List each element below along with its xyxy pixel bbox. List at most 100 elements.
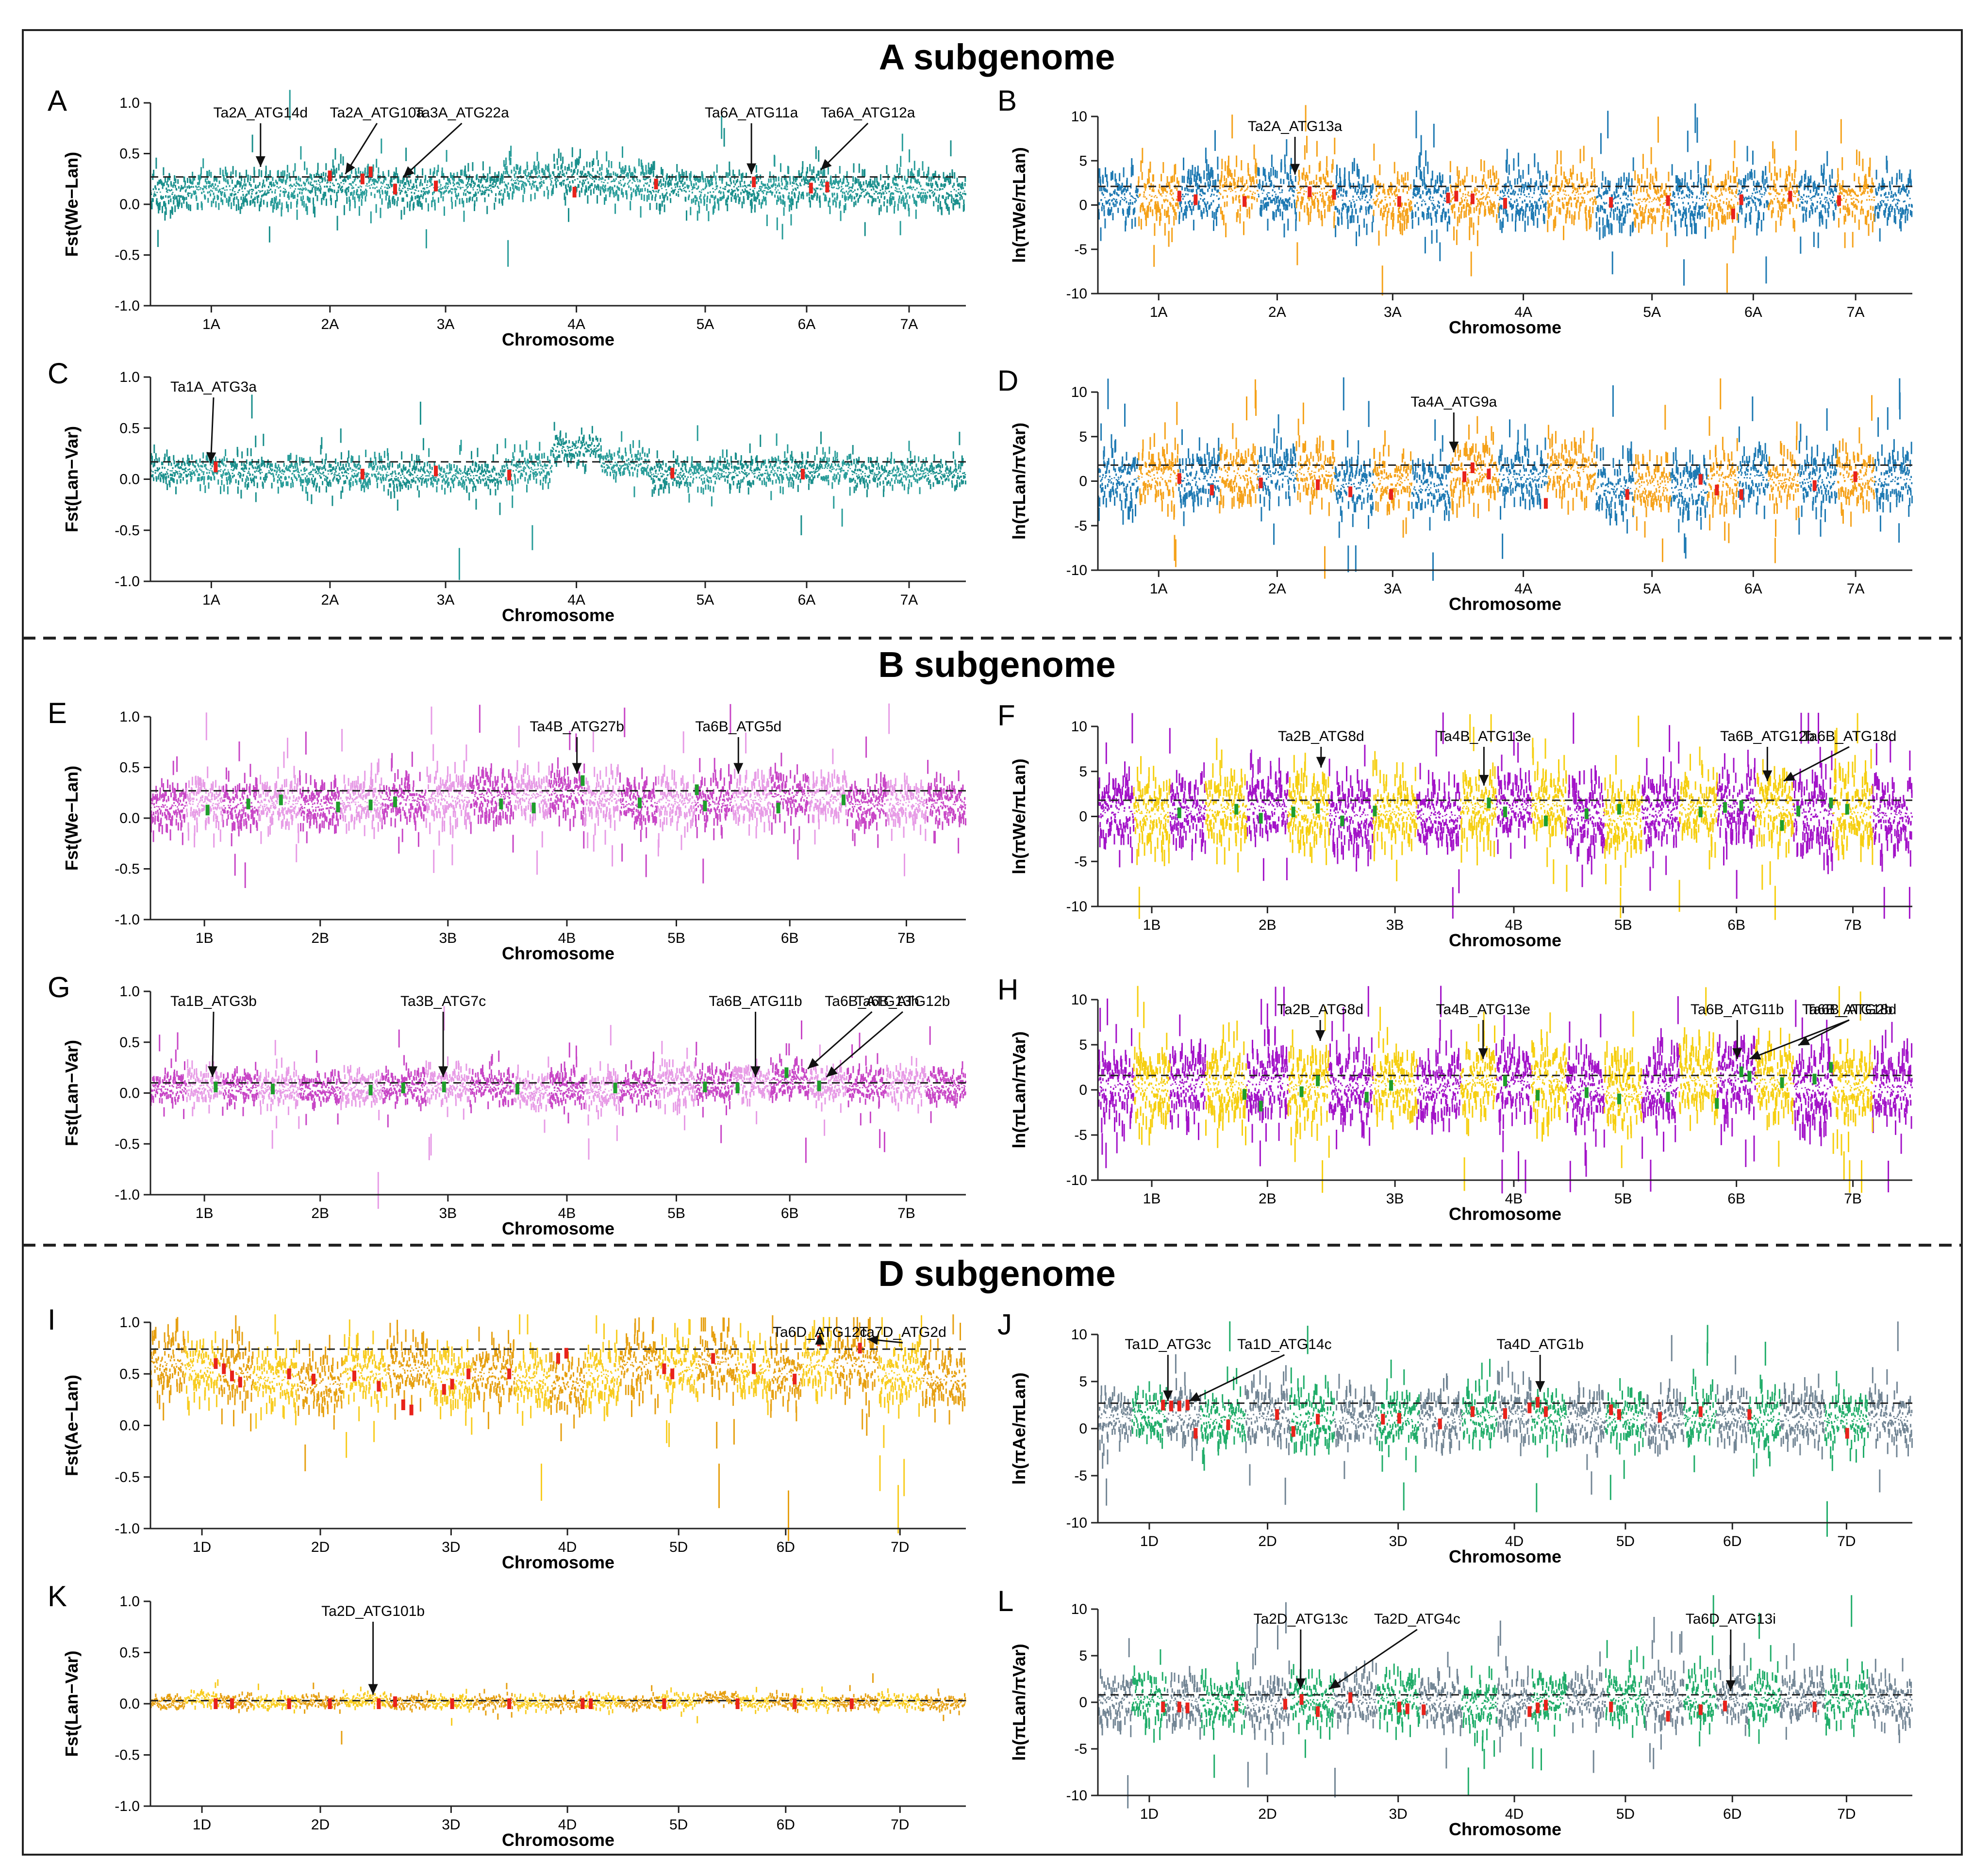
gene-marker — [1503, 197, 1507, 209]
x-tick-label: 6B — [781, 1205, 799, 1221]
gene-marker — [1739, 1066, 1743, 1077]
gene-marker — [360, 468, 365, 479]
y-tick-label: -1.0 — [115, 1798, 140, 1814]
gene-annotation-label: Ta6A_ATG11a — [705, 105, 798, 121]
gene-marker — [401, 1399, 405, 1410]
y-tick-label: 10 — [1071, 384, 1087, 400]
x-axis-label: Chromosome — [1449, 594, 1561, 614]
gene-marker — [1299, 1694, 1304, 1705]
annotation-arrow-head — [867, 1335, 879, 1345]
gene-marker — [1788, 191, 1792, 202]
gene-marker — [1470, 462, 1475, 473]
annotation-arrow-line — [402, 122, 463, 178]
x-tick-label: 1D — [193, 1817, 211, 1833]
x-tick-label: 5B — [667, 930, 685, 946]
gene-marker — [1177, 1701, 1181, 1712]
gene-marker — [246, 798, 250, 809]
y-tick-label: 0.0 — [119, 472, 140, 488]
gene-marker — [401, 1083, 405, 1094]
gene-marker — [572, 186, 577, 197]
gene-marker — [214, 1698, 218, 1709]
annotation-arrow-line — [212, 1011, 215, 1077]
x-tick-label: 6D — [1723, 1806, 1741, 1822]
gene-annotation-label: Ta2B_ATG8d — [1277, 1002, 1363, 1018]
gene-marker — [1194, 194, 1198, 205]
gene-marker — [1853, 471, 1857, 482]
gene-marker — [1259, 1101, 1263, 1112]
annotation-arrow-head — [403, 166, 414, 177]
y-axis-label: Fst(Lan−Var) — [62, 1650, 82, 1757]
gene-annotation-label: Ta1D_ATG3c — [1125, 1336, 1211, 1352]
panel-d: 10 5 0 -5 -10 1A 2A 3A 4A 5A 6A 7A Chromosome ln(πLan… — [997, 364, 1913, 614]
x-tick-label: 3B — [439, 930, 457, 946]
gene-annotation-label: Ta2A_ATG10a — [330, 105, 425, 121]
x-tick-label: 7A — [900, 592, 918, 608]
x-tick-label: 4B — [558, 1205, 576, 1221]
gene-marker — [1584, 808, 1589, 819]
y-tick-label: 5 — [1079, 153, 1087, 169]
annotation-arrow-head — [206, 452, 216, 463]
x-tick-label: 2A — [1268, 304, 1286, 320]
gene-marker — [1527, 1706, 1532, 1717]
gene-marker — [434, 181, 438, 192]
gene-marker — [1584, 1087, 1589, 1098]
y-tick-label: -0.5 — [115, 523, 140, 539]
y-tick-label: 1.0 — [119, 369, 140, 385]
panel-i: 1.0 0.5 0.0 -0.5 -1.0 1D 2D 3D 4D 5D 6D 7D Chromosom… — [48, 1303, 966, 1572]
annotation-arrow-head — [1762, 770, 1773, 781]
x-tick-label: 1D — [193, 1539, 211, 1555]
gene-marker — [670, 467, 675, 478]
annotation-arrow-head — [808, 1058, 819, 1069]
y-tick-label: 0 — [1079, 1421, 1087, 1437]
annotation-arrow-head — [255, 156, 265, 167]
gene-marker — [1666, 195, 1670, 206]
x-tick-label: 2A — [321, 592, 339, 608]
y-tick-label: 5 — [1079, 764, 1087, 780]
gene-marker — [368, 799, 373, 810]
panel-letter: A — [48, 84, 67, 117]
annotation-arrow-head — [345, 162, 355, 174]
gene-marker — [1446, 192, 1450, 203]
panel-f: 10 5 0 -5 -10 1B 2B 3B 4B 5B 6B 7B Chromosome ln(πWe/… — [997, 699, 1913, 950]
gene-marker — [1259, 477, 1263, 489]
gene-marker — [670, 1368, 675, 1380]
x-tick-label: 2A — [1268, 581, 1286, 597]
y-tick-label: -0.5 — [115, 1136, 140, 1152]
gene-marker — [1609, 1701, 1613, 1712]
gene-marker — [1397, 1701, 1401, 1712]
gene-marker — [1487, 468, 1491, 479]
gene-marker — [442, 1081, 446, 1092]
x-tick-label: 4D — [1505, 1533, 1524, 1549]
gene-marker — [580, 775, 585, 786]
gene-marker — [1161, 1399, 1165, 1411]
annotation-arrow-head — [1449, 442, 1459, 453]
y-tick-label: 5 — [1079, 429, 1087, 445]
gene-annotation-label: Ta1B_ATG3b — [170, 993, 257, 1009]
gene-marker — [1397, 196, 1401, 207]
y-tick-label: 0.5 — [119, 146, 140, 162]
gene-marker — [1462, 471, 1467, 482]
gene-marker — [1185, 1702, 1190, 1713]
y-tick-label: -10 — [1066, 899, 1087, 915]
gene-marker — [1503, 1408, 1507, 1419]
y-tick-label: 5 — [1079, 1037, 1087, 1053]
gene-marker — [1812, 1701, 1817, 1712]
gene-marker — [1177, 473, 1181, 484]
y-tick-label: 10 — [1071, 719, 1087, 735]
gene-marker — [1698, 1704, 1703, 1715]
gene-marker — [409, 1404, 414, 1415]
gene-marker — [1747, 1409, 1752, 1420]
annotation-arrow-line — [820, 122, 869, 171]
gene-marker — [214, 1358, 218, 1369]
x-tick-label: 2B — [1259, 1191, 1277, 1207]
y-tick-label: 1.0 — [119, 709, 140, 725]
gene-marker — [1373, 806, 1377, 817]
gene-marker — [271, 1084, 275, 1095]
gene-marker — [695, 784, 699, 795]
gene-annotation-label: Ta2D_ATG4c — [1374, 1611, 1460, 1627]
section-title-b: B subgenome — [878, 644, 1115, 685]
data-points-series-2 — [190, 425, 929, 580]
x-axis-label: Chromosome — [1449, 1547, 1561, 1566]
y-tick-label: 0.0 — [119, 1696, 140, 1712]
x-tick-label: 5B — [667, 1205, 685, 1221]
